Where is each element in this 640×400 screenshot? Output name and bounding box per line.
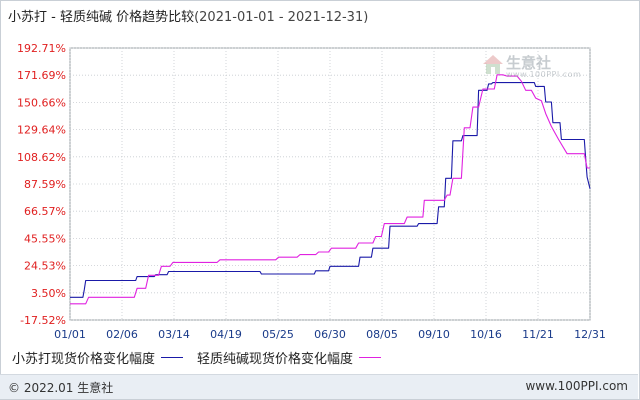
chart-legend: 小苏打现货价格变化幅度 轻质纯碱现货价格变化幅度 xyxy=(12,348,395,367)
x-tick-label: 10/16 xyxy=(470,328,502,341)
x-tick-label: 01/01 xyxy=(54,328,86,341)
legend-swatch-series-2 xyxy=(359,357,382,358)
legend-label-series-2: 轻质纯碱现货价格变化幅度 xyxy=(197,352,354,367)
watermark-brand: 生意社 xyxy=(506,54,552,72)
y-tick-label: 24.53% xyxy=(24,260,66,273)
series-line-1 xyxy=(70,82,591,298)
footer-url-link[interactable]: www.100PPI.com xyxy=(525,379,628,393)
date-range: (2021-01-01 - 2021-12-31) xyxy=(194,10,369,25)
x-tick-label: 08/05 xyxy=(366,328,398,341)
x-tick-label: 04/19 xyxy=(210,328,242,341)
y-tick-label: 171.69% xyxy=(17,69,66,82)
watermark-logo: 生意社 www.100PPI.com xyxy=(482,52,581,82)
x-tick-label: 02/06 xyxy=(106,328,138,341)
footer-bar: © 2022.01 生意社 www.100PPI.com xyxy=(0,374,638,399)
y-tick-label: 129.64% xyxy=(17,124,66,137)
x-tick-label: 12/31 xyxy=(574,328,606,341)
house-logo-icon xyxy=(483,55,503,74)
y-tick-label: 150.66% xyxy=(17,96,66,109)
x-tick-label: 11/21 xyxy=(522,328,554,341)
x-tick-label: 03/14 xyxy=(158,328,190,341)
y-tick-label: 66.57% xyxy=(24,205,66,218)
y-tick-label: -17.52% xyxy=(20,314,66,327)
x-tick-label: 09/10 xyxy=(418,328,450,341)
legend-label-series-1: 小苏打现货价格变化幅度 xyxy=(12,352,156,367)
legend-swatch-series-1 xyxy=(161,357,184,358)
chart-title-text: 小苏打 - 轻质纯碱 价格趋势比较 xyxy=(8,10,195,25)
footer-copyright: © 2022.01 生意社 xyxy=(8,381,114,395)
x-tick-label: 06/30 xyxy=(314,328,346,341)
watermark-url: www.100PPI.com xyxy=(506,70,582,79)
chart-title: 小苏打 - 轻质纯碱 价格趋势比较(2021-01-01 - 2021-12-3… xyxy=(8,6,368,25)
series-line-2 xyxy=(70,74,590,305)
y-tick-label: 108.62% xyxy=(17,151,66,164)
y-tick-label: 192.71% xyxy=(17,42,66,55)
y-tick-label: 45.55% xyxy=(24,232,66,245)
x-tick-label: 05/25 xyxy=(262,328,294,341)
y-tick-label: 87.59% xyxy=(24,178,66,191)
y-tick-label: 3.50% xyxy=(31,287,66,300)
